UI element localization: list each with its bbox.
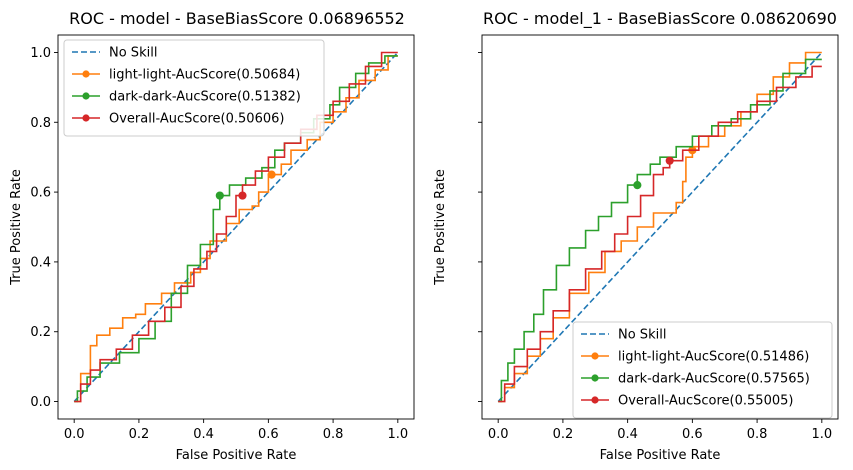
legend-box (63, 39, 325, 137)
legend-marker (591, 396, 599, 404)
x-tick-label: 0.2 (129, 427, 150, 442)
series-marker (665, 156, 674, 165)
series-line (498, 58, 822, 403)
plot-frame (481, 34, 839, 420)
legend-marker (591, 374, 599, 382)
x-tick-label: 0.4 (193, 427, 214, 442)
y-tick-label: 0.6 (30, 186, 51, 201)
roc-panel-model-1: ROC - model_1 - BaseBiasScore 0.08620690… (433, 9, 839, 463)
series-marker (633, 181, 642, 190)
legend-label: light-light-AucScore(0.51486) (618, 350, 809, 365)
roc-panel-model: ROC - model - BaseBiasScore 0.06896552 F… (9, 9, 415, 463)
x-tick-label: 0.8 (747, 427, 768, 442)
x-tick-label: 0.0 (488, 427, 509, 442)
legend-label: No Skill (109, 46, 157, 61)
series-line (73, 51, 399, 403)
chart-title: ROC - model_1 - BaseBiasScore 0.08620690 (483, 9, 837, 29)
series-line (497, 51, 823, 403)
series-marker (267, 170, 276, 179)
series-marker (238, 191, 247, 200)
series-line (498, 65, 822, 403)
x-tick-label: 0.8 (323, 427, 344, 442)
x-tick-label: 0.4 (617, 427, 638, 442)
x-tick-label: 0.2 (553, 427, 574, 442)
y-tick-label: 0.2 (30, 325, 51, 340)
y-tick-label: 0.0 (30, 395, 51, 410)
y-tick-label: 0.4 (30, 255, 51, 270)
series-line (74, 51, 398, 403)
legend-marker (82, 92, 90, 100)
x-tick-label: 0.0 (64, 427, 85, 442)
x-axis-label: False Positive Rate (176, 448, 297, 463)
y-tick-label: 1.0 (30, 46, 51, 61)
series-line (74, 55, 398, 403)
legend-label: light-light-AucScore(0.50684) (109, 68, 300, 83)
legend-box (572, 321, 833, 419)
plot-frame (57, 34, 415, 420)
series-marker (215, 191, 224, 200)
legend-label: No Skill (618, 328, 666, 343)
y-tick-label: 0.8 (30, 116, 51, 131)
x-tick-label: 0.6 (258, 427, 279, 442)
y-axis-label: True Positive Rate (9, 169, 24, 286)
x-tick-label: 0.6 (682, 427, 703, 442)
legend-label: dark-dark-AucScore(0.51382) (109, 90, 301, 105)
x-axis-label: False Positive Rate (600, 448, 721, 463)
legend-marker (82, 70, 90, 78)
legend-label: Overall-AucScore(0.50606) (109, 112, 284, 127)
y-axis-label: True Positive Rate (433, 169, 448, 286)
legend-label: Overall-AucScore(0.55005) (618, 394, 793, 409)
legend-label: dark-dark-AucScore(0.57565) (618, 372, 810, 387)
legend-marker (82, 114, 90, 122)
legend-marker (591, 352, 599, 360)
x-tick-label: 1.0 (387, 427, 408, 442)
x-tick-label: 1.0 (811, 427, 832, 442)
chart-title: ROC - model - BaseBiasScore 0.06896552 (69, 9, 405, 28)
